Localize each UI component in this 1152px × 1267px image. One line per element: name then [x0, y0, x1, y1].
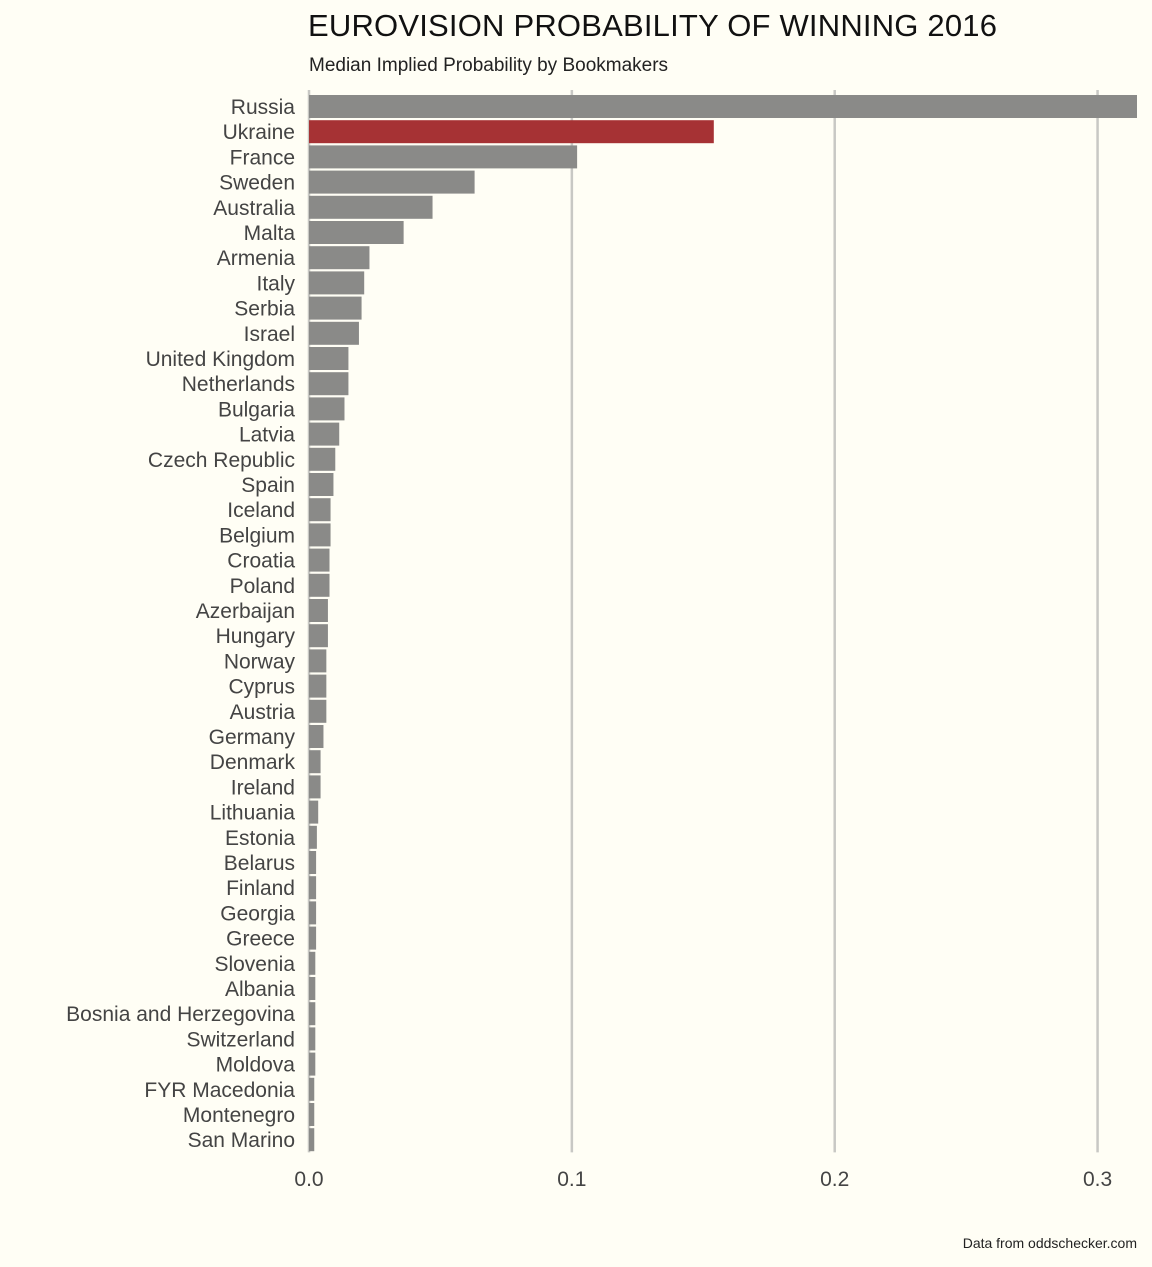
category-label: Norway	[224, 650, 296, 673]
category-label: Ukraine	[223, 121, 295, 144]
category-label: Montenegro	[183, 1104, 295, 1127]
category-label: Moldova	[216, 1054, 296, 1077]
bar-ireland	[309, 775, 321, 799]
x-tick-label: 0.1	[557, 1168, 586, 1191]
bar-montenegro	[309, 1103, 315, 1126]
bar-slovenia	[309, 951, 316, 975]
category-label: Armenia	[217, 247, 296, 270]
bar-france	[309, 145, 578, 169]
category-label: Israel	[244, 323, 295, 346]
bar-estonia	[309, 825, 317, 849]
x-tick-label: 0.2	[820, 1168, 849, 1191]
bar-finland	[309, 876, 317, 900]
category-label: Bulgaria	[218, 398, 295, 421]
bar-fyr-macedonia	[309, 1077, 315, 1101]
category-label: Australia	[213, 197, 295, 220]
bar-spain	[309, 473, 334, 496]
bar-ukraine	[309, 120, 714, 144]
bar-germany	[309, 725, 324, 748]
category-label: Switzerland	[186, 1028, 295, 1051]
category-label: Finland	[226, 877, 295, 900]
bar-belgium	[309, 523, 331, 547]
bar-iceland	[309, 498, 331, 522]
category-label: Lithuania	[210, 802, 296, 825]
bar-netherlands	[309, 372, 349, 396]
category-label: Iceland	[227, 499, 295, 522]
bar-italy	[309, 271, 365, 295]
category-label: Albania	[225, 978, 295, 1001]
category-label: Hungary	[216, 625, 296, 648]
bar-albania	[309, 977, 316, 1000]
bar-azerbaijan	[309, 599, 328, 622]
bar-bulgaria	[309, 397, 345, 421]
category-label: San Marino	[188, 1129, 295, 1152]
category-label: France	[230, 146, 295, 169]
category-label: Belarus	[224, 852, 295, 875]
bar-armenia	[309, 246, 370, 270]
category-label: Denmark	[210, 751, 296, 774]
category-label: Croatia	[227, 550, 295, 573]
category-label: FYR Macedonia	[144, 1079, 295, 1102]
category-label: Estonia	[225, 827, 295, 850]
category-label: Austria	[230, 701, 296, 724]
category-label: Belgium	[219, 524, 295, 547]
category-label: Sweden	[219, 172, 295, 195]
category-label: Poland	[230, 575, 295, 598]
category-label: Germany	[209, 726, 296, 749]
bar-bosnia-and-herzegovina	[309, 1002, 316, 1026]
bar-hungary	[309, 624, 328, 648]
bar-russia	[309, 95, 1137, 118]
category-label: Azerbaijan	[196, 600, 295, 623]
category-label: Greece	[226, 928, 295, 951]
bar-croatia	[309, 548, 330, 572]
bar-sweden	[309, 170, 475, 194]
bar-serbia	[309, 296, 362, 320]
bar-israel	[309, 321, 359, 345]
bar-austria	[309, 699, 327, 723]
bar-malta	[309, 221, 404, 244]
bar-georgia	[309, 901, 317, 925]
category-label: Cyprus	[228, 676, 295, 699]
category-label: Bosnia and Herzegovina	[66, 1003, 295, 1026]
category-label: Latvia	[239, 424, 295, 447]
bar-australia	[309, 195, 433, 219]
category-label: Czech Republic	[148, 449, 295, 472]
category-label: Slovenia	[214, 953, 295, 976]
category-label: United Kingdom	[146, 348, 295, 371]
bar-norway	[309, 649, 327, 673]
bar-cyprus	[309, 674, 327, 698]
x-tick-label: 0.3	[1083, 1168, 1112, 1191]
category-label: Ireland	[231, 776, 295, 799]
bar-greece	[309, 926, 317, 950]
category-label: Netherlands	[182, 373, 295, 396]
bar-san-marino	[309, 1128, 315, 1152]
bar-moldova	[309, 1052, 316, 1076]
category-label: Italy	[256, 272, 295, 295]
category-label: Serbia	[234, 298, 295, 321]
bar-poland	[309, 573, 330, 597]
bar-united-kingdom	[309, 347, 349, 370]
bar-latvia	[309, 422, 340, 446]
source-caption: Data from oddschecker.com	[962, 1235, 1137, 1251]
category-label: Russia	[231, 96, 296, 119]
bar-czech-republic	[309, 447, 336, 471]
bar-belarus	[309, 851, 317, 874]
x-tick-label: 0.0	[294, 1168, 323, 1191]
category-label: Spain	[241, 474, 295, 497]
category-label: Malta	[244, 222, 296, 245]
bar-denmark	[309, 750, 321, 774]
bar-lithuania	[309, 800, 319, 824]
chart-subtitle: Median Implied Probability by Bookmakers	[309, 55, 669, 76]
category-label: Georgia	[220, 902, 295, 925]
bar-switzerland	[309, 1027, 316, 1051]
chart-title: EUROVISION PROBABILITY OF WINNING 2016	[308, 8, 998, 43]
